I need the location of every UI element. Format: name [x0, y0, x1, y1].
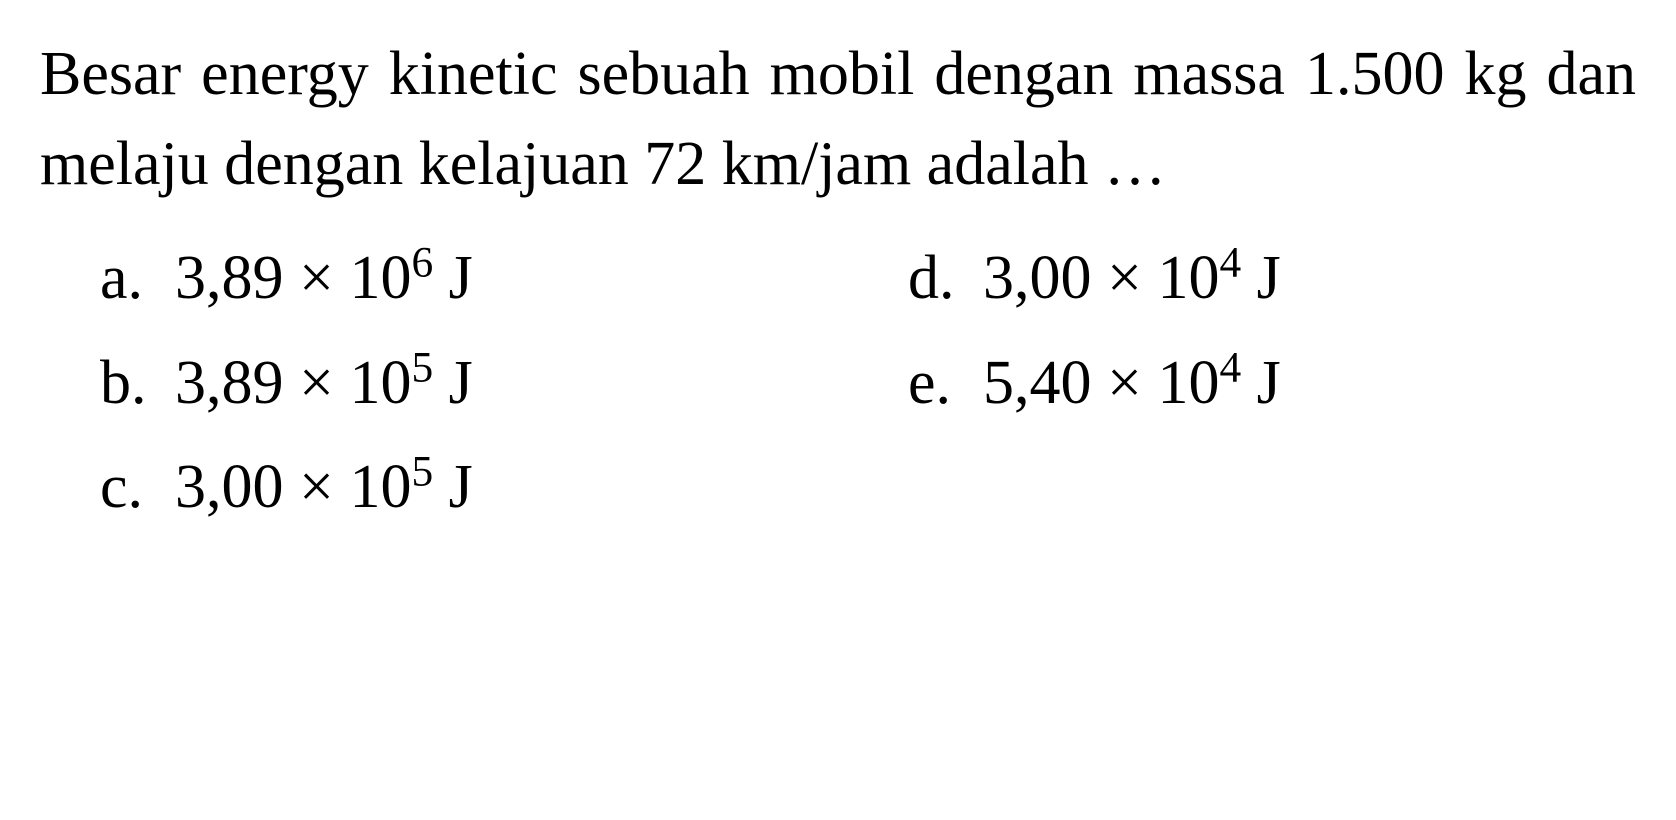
- option-b-unit: J: [449, 349, 473, 417]
- option-e-mantissa: 5,40: [983, 349, 1092, 417]
- option-d: d. 3,00 × 104 J: [908, 235, 1636, 322]
- option-a-base: 10: [349, 244, 411, 312]
- option-e-base: 10: [1157, 349, 1219, 417]
- option-e-times: ×: [1107, 349, 1142, 417]
- option-d-mantissa: 3,00: [983, 244, 1092, 312]
- option-b-letter: b.: [100, 340, 150, 427]
- option-c: c. 3,00 × 105 J: [100, 444, 828, 531]
- option-d-unit: J: [1257, 244, 1281, 312]
- options-container: a. 3,89 × 106 J d. 3,00 × 104 J b. 3,89 …: [40, 235, 1636, 531]
- option-b-base: 10: [349, 349, 411, 417]
- option-d-letter: d.: [908, 235, 958, 322]
- question-text: Besar energy kinetic sebuah mobil dengan…: [40, 30, 1636, 210]
- option-c-exp: 5: [411, 448, 433, 496]
- option-c-base: 10: [349, 453, 411, 521]
- option-e: e. 5,40 × 104 J: [908, 340, 1636, 427]
- option-a-value: 3,89 × 106 J: [175, 235, 473, 322]
- option-e-unit: J: [1257, 349, 1281, 417]
- option-b-mantissa: 3,89: [175, 349, 284, 417]
- option-d-value: 3,00 × 104 J: [983, 235, 1281, 322]
- option-d-times: ×: [1107, 244, 1142, 312]
- option-b: b. 3,89 × 105 J: [100, 340, 828, 427]
- option-c-unit: J: [449, 453, 473, 521]
- option-d-base: 10: [1157, 244, 1219, 312]
- option-b-exp: 5: [411, 343, 433, 391]
- option-b-times: ×: [299, 349, 334, 417]
- option-c-value: 3,00 × 105 J: [175, 444, 473, 531]
- option-c-letter: c.: [100, 444, 150, 531]
- option-e-exp: 4: [1219, 343, 1241, 391]
- option-a: a. 3,89 × 106 J: [100, 235, 828, 322]
- option-a-times: ×: [299, 244, 334, 312]
- option-a-mantissa: 3,89: [175, 244, 284, 312]
- option-c-mantissa: 3,00: [175, 453, 284, 521]
- option-c-times: ×: [299, 453, 334, 521]
- option-d-exp: 4: [1219, 238, 1241, 286]
- option-e-letter: e.: [908, 340, 958, 427]
- option-a-letter: a.: [100, 235, 150, 322]
- option-e-value: 5,40 × 104 J: [983, 340, 1281, 427]
- option-b-value: 3,89 × 105 J: [175, 340, 473, 427]
- option-a-exp: 6: [411, 238, 433, 286]
- option-a-unit: J: [449, 244, 473, 312]
